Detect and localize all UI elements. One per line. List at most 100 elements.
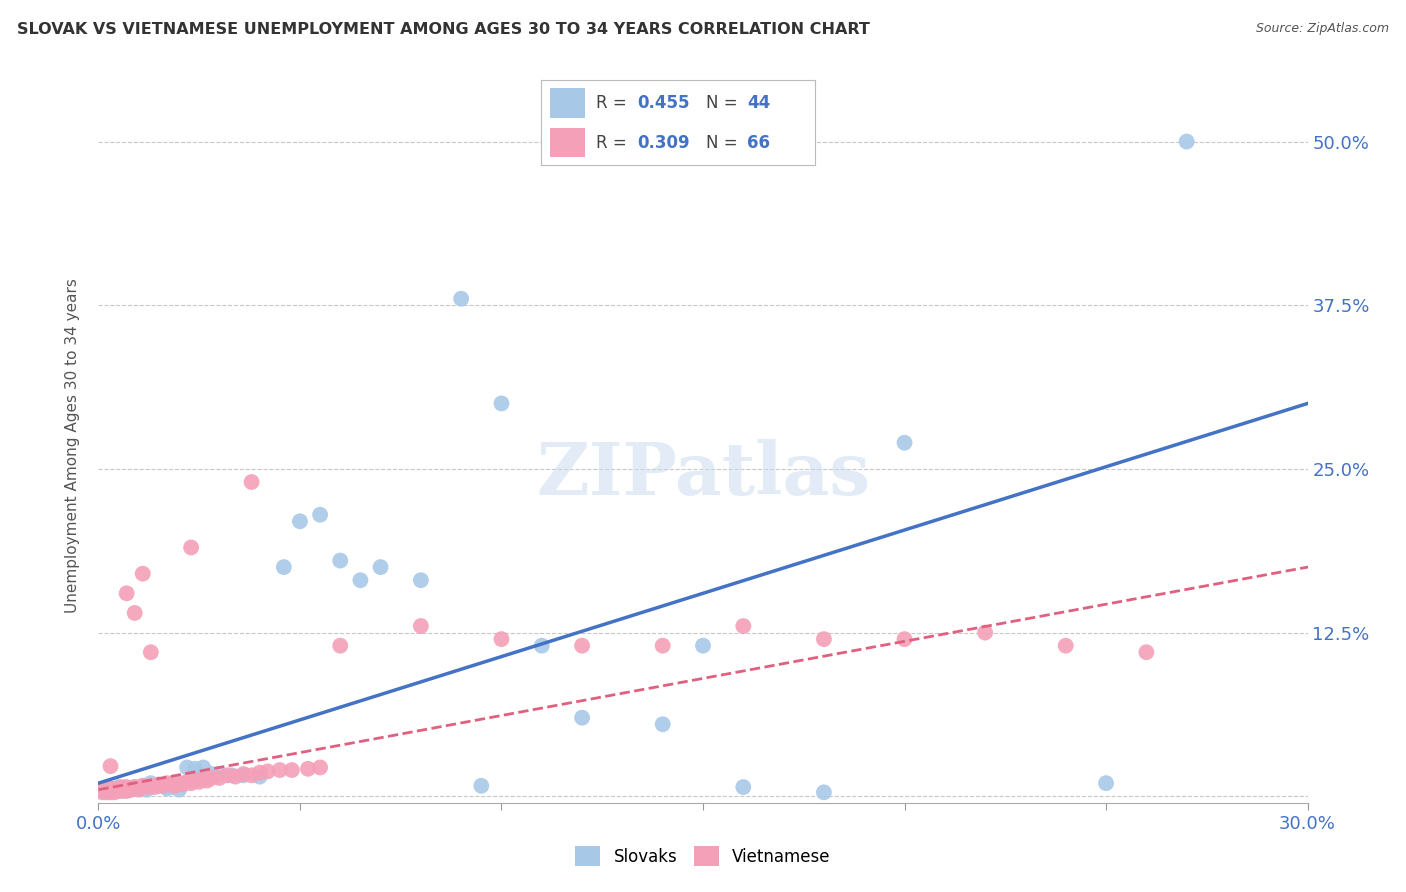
Point bbox=[813, 785, 835, 799]
Point bbox=[91, 782, 114, 797]
Point bbox=[309, 760, 332, 774]
Point bbox=[180, 541, 202, 555]
Text: R =: R = bbox=[596, 134, 633, 152]
Point bbox=[184, 773, 207, 788]
Point bbox=[96, 785, 118, 799]
Point bbox=[148, 777, 170, 791]
Point bbox=[91, 784, 114, 798]
Y-axis label: Unemployment Among Ages 30 to 34 years: Unemployment Among Ages 30 to 34 years bbox=[65, 278, 80, 614]
Text: 66: 66 bbox=[747, 134, 770, 152]
Point bbox=[103, 782, 125, 797]
Point bbox=[193, 760, 215, 774]
Text: Source: ZipAtlas.com: Source: ZipAtlas.com bbox=[1256, 22, 1389, 36]
Text: ZIPatlas: ZIPatlas bbox=[536, 439, 870, 510]
Point bbox=[115, 586, 138, 600]
Text: 0.455: 0.455 bbox=[637, 94, 690, 112]
Text: N =: N = bbox=[706, 134, 742, 152]
Point bbox=[135, 782, 157, 797]
Point bbox=[176, 760, 198, 774]
Point bbox=[180, 776, 202, 790]
Point bbox=[208, 767, 231, 781]
Point bbox=[139, 645, 162, 659]
Point bbox=[96, 784, 118, 798]
Point bbox=[107, 784, 129, 798]
Point bbox=[163, 779, 186, 793]
Point bbox=[135, 780, 157, 794]
Point bbox=[370, 560, 392, 574]
Text: SLOVAK VS VIETNAMESE UNEMPLOYMENT AMONG AGES 30 TO 34 YEARS CORRELATION CHART: SLOVAK VS VIETNAMESE UNEMPLOYMENT AMONG … bbox=[17, 22, 870, 37]
Point bbox=[91, 785, 114, 799]
Point bbox=[893, 435, 915, 450]
Point bbox=[309, 508, 332, 522]
Point bbox=[167, 776, 190, 790]
Point bbox=[200, 771, 222, 785]
Point bbox=[297, 762, 319, 776]
Point bbox=[195, 773, 218, 788]
Text: 0.309: 0.309 bbox=[637, 134, 690, 152]
Point bbox=[409, 573, 432, 587]
Point bbox=[269, 763, 291, 777]
Point bbox=[249, 770, 271, 784]
Point bbox=[115, 781, 138, 796]
Point bbox=[132, 779, 155, 793]
Point bbox=[491, 396, 513, 410]
Point bbox=[139, 776, 162, 790]
Point bbox=[115, 780, 138, 794]
Point bbox=[124, 606, 146, 620]
Point bbox=[143, 780, 166, 794]
Point bbox=[100, 785, 122, 799]
Point bbox=[200, 767, 222, 781]
Point bbox=[115, 784, 138, 798]
Point bbox=[450, 292, 472, 306]
Point bbox=[288, 514, 311, 528]
Point bbox=[148, 779, 170, 793]
Point bbox=[107, 781, 129, 796]
Point bbox=[256, 764, 278, 779]
Bar bbox=[550, 128, 585, 157]
Point bbox=[160, 780, 183, 794]
Point bbox=[813, 632, 835, 647]
Point bbox=[281, 763, 304, 777]
Point bbox=[107, 780, 129, 794]
Point bbox=[893, 632, 915, 647]
Text: 44: 44 bbox=[747, 94, 770, 112]
Point bbox=[530, 639, 553, 653]
Point bbox=[103, 782, 125, 797]
Point bbox=[111, 780, 134, 794]
Point bbox=[111, 784, 134, 798]
Point bbox=[128, 781, 150, 796]
Point bbox=[491, 632, 513, 647]
Point bbox=[240, 475, 263, 489]
Point bbox=[132, 566, 155, 581]
Point bbox=[124, 780, 146, 794]
Point bbox=[571, 639, 593, 653]
Point bbox=[240, 768, 263, 782]
Point bbox=[1135, 645, 1157, 659]
Point bbox=[156, 781, 179, 796]
Point bbox=[156, 776, 179, 790]
Point bbox=[232, 767, 254, 781]
Point bbox=[232, 768, 254, 782]
Point bbox=[733, 780, 755, 794]
Text: N =: N = bbox=[706, 94, 742, 112]
Point bbox=[1054, 639, 1077, 653]
Point bbox=[974, 625, 997, 640]
Legend: Slovaks, Vietnamese: Slovaks, Vietnamese bbox=[568, 839, 838, 873]
Bar bbox=[550, 88, 585, 118]
Point bbox=[167, 782, 190, 797]
Point bbox=[208, 771, 231, 785]
Point bbox=[470, 779, 492, 793]
Point bbox=[571, 711, 593, 725]
Point bbox=[103, 785, 125, 799]
Point bbox=[184, 762, 207, 776]
Point bbox=[221, 768, 243, 782]
Point bbox=[100, 781, 122, 796]
Point bbox=[96, 782, 118, 797]
Point bbox=[692, 639, 714, 653]
Point bbox=[160, 777, 183, 791]
Point bbox=[96, 784, 118, 798]
Point bbox=[132, 779, 155, 793]
Point bbox=[329, 639, 352, 653]
Point bbox=[193, 772, 215, 787]
Text: R =: R = bbox=[596, 94, 633, 112]
